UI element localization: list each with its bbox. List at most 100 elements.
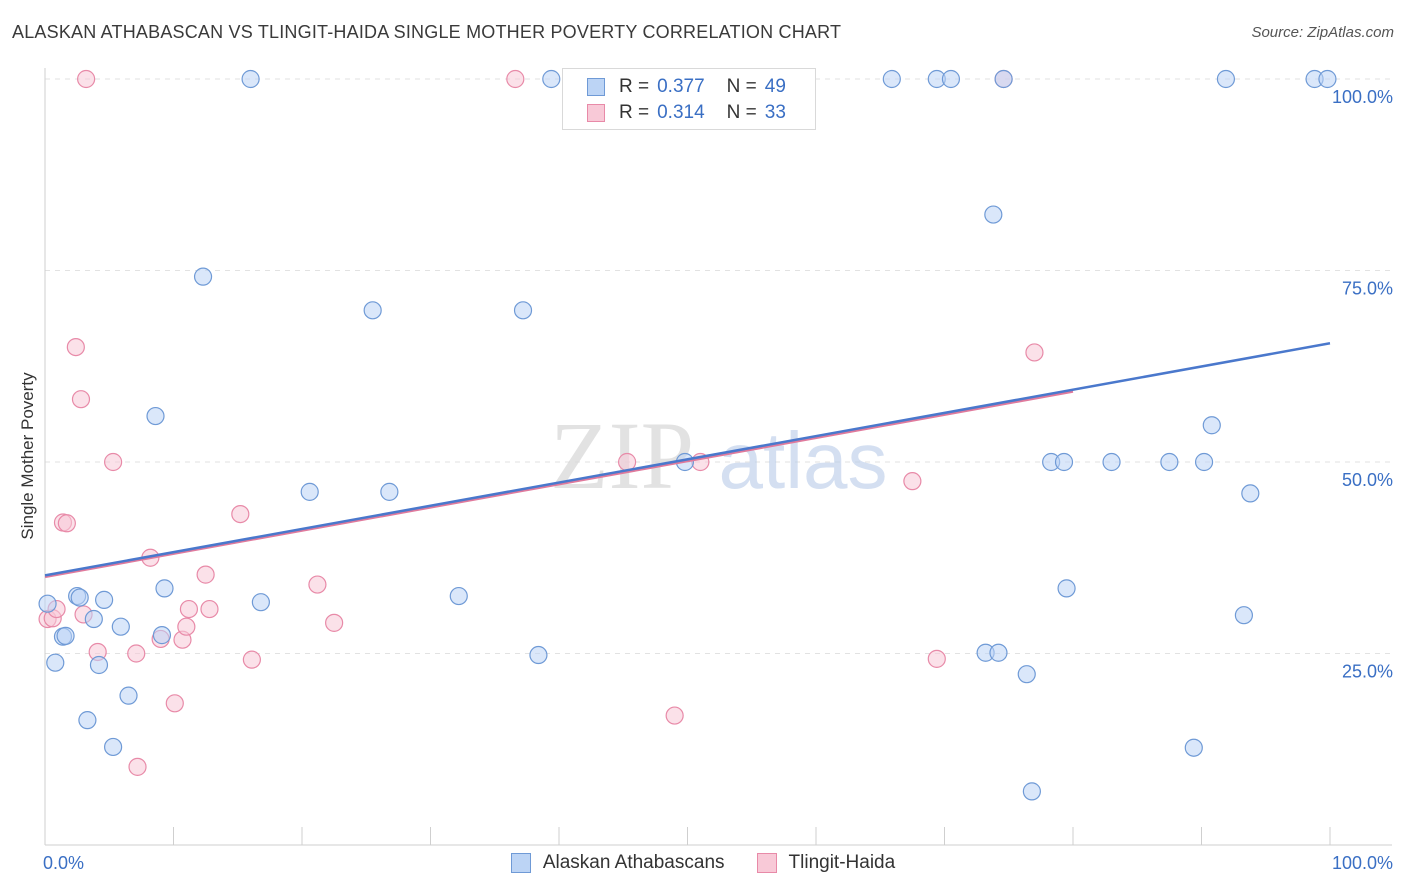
tlingit-haida-point (196, 565, 215, 584)
athabascan-point (1194, 452, 1214, 472)
stats-legend: R = 0.377 N = 49 R = 0.314 N = 33 (562, 68, 816, 130)
n-value: 49 (764, 76, 786, 97)
athabascan-point (1102, 452, 1121, 472)
athabascan-point (1184, 738, 1203, 757)
athabascan-point (1017, 665, 1036, 684)
athabascan-point (89, 655, 109, 675)
athabascan-point (1216, 69, 1236, 89)
tlingit-haida-point (179, 599, 199, 619)
tlingit-haida-point (66, 338, 85, 357)
legend-item-athabascans[interactable]: Alaskan Athabascans (510, 852, 725, 874)
stats-row-athabascans: R = 0.377 N = 49 (587, 75, 786, 99)
athabascan-point (449, 586, 468, 606)
legend-label: Tlingit-Haida (788, 852, 896, 873)
athabascan-point (1318, 69, 1337, 89)
x-tick-label: 0.0% (43, 853, 84, 873)
r-value: 0.314 (657, 102, 705, 123)
tlingit-haida-point (1025, 343, 1044, 362)
stats-row-tlingit: R = 0.314 N = 33 (587, 101, 786, 125)
athabascan-point (380, 482, 399, 501)
y-tick-label: 25.0% (1342, 662, 1393, 682)
tlingit-haida-point (77, 69, 96, 89)
athabascan-point (251, 593, 270, 612)
athabascan-point (882, 69, 901, 89)
athabascan-point (104, 737, 123, 757)
y-axis-tick-labels: 25.0% 50.0% 75.0% 100.0% (1332, 87, 1393, 682)
athabascan-point (70, 588, 89, 607)
athabascan-point (1241, 484, 1260, 503)
tlingit-haida-point (71, 390, 91, 409)
gridlines (45, 78, 1392, 654)
athabascan-point (78, 711, 97, 730)
tlingit-haida-point (506, 69, 525, 89)
tlingit-haida-point (242, 650, 261, 669)
athabascan-point (1054, 452, 1074, 472)
trendline-athabascans (44, 342, 1331, 577)
chart-title: ALASKAN ATHABASCAN VS TLINGIT-HAIDA SING… (12, 22, 842, 42)
n-label: N = (726, 102, 757, 123)
y-tick-label: 75.0% (1342, 279, 1393, 299)
n-label: N = (726, 76, 757, 97)
athabascan-point (300, 482, 319, 501)
legend-label: Alaskan Athabascans (542, 852, 725, 873)
x-axis-tick-labels: 0.0% 100.0% (43, 853, 1393, 873)
athabascan-point (1022, 782, 1041, 801)
athabascan-point (146, 406, 165, 426)
athabascan-point (1202, 416, 1221, 435)
legend-swatch-pink (587, 104, 605, 122)
x-axis-ticks (44, 827, 1331, 845)
athabascan-point (989, 643, 1008, 662)
tlingit-haida-point (128, 757, 147, 776)
legend-swatch-pink (756, 853, 777, 873)
athabascan-point (1234, 606, 1254, 625)
r-label: R = (619, 76, 650, 97)
athabascan-point (193, 267, 213, 286)
athabascan-point (363, 301, 382, 320)
athabascan-point (984, 205, 1003, 224)
athabascan-point (119, 686, 138, 705)
n-value: 33 (764, 102, 786, 123)
y-axis-label: Single Mother Poverty (18, 372, 37, 540)
x-tick-label: 100.0% (1332, 853, 1393, 873)
source-credit: Source: ZipAtlas.com (1251, 24, 1394, 41)
athabascan-point (1057, 579, 1076, 598)
tlingit-haida-point (231, 504, 250, 524)
axes (44, 68, 1392, 846)
tlingit-haida-point (200, 599, 219, 619)
athabascan-point (38, 594, 57, 613)
trendlines (44, 342, 1331, 579)
r-value: 0.377 (657, 76, 705, 97)
athabascan-point (542, 69, 561, 89)
tlingit-haida-point (57, 514, 76, 533)
y-tick-label: 100.0% (1332, 87, 1393, 107)
athabascan-point (513, 301, 533, 320)
athabascan-point (111, 617, 130, 636)
legend-swatch-blue (510, 853, 531, 873)
athabascan-point (56, 626, 75, 645)
athabascan-point (1160, 452, 1179, 472)
trendline-tlingit-haida (44, 390, 1074, 579)
tlingit-haida-point (927, 649, 946, 668)
y-tick-label: 50.0% (1342, 470, 1393, 490)
r-label: R = (619, 102, 650, 123)
tlingit-haida-point (177, 617, 196, 636)
athabascan-point (84, 609, 103, 629)
tlingit-haida-point (127, 644, 146, 663)
tlingit-haida-point (665, 706, 684, 725)
tlingit-haida-point (165, 694, 184, 713)
athabascan-point (155, 579, 174, 598)
athabascan-point (241, 69, 260, 89)
athabascan-point (941, 69, 961, 89)
tlingit-haida-point (308, 575, 327, 594)
series-alaskan-athabascans-points (38, 69, 1337, 801)
legend-item-tlingit[interactable]: Tlingit-Haida (756, 852, 896, 874)
tlingit-haida-point (325, 613, 344, 632)
legend-swatch-blue (587, 78, 605, 96)
athabascan-point (529, 645, 548, 665)
athabascan-point (994, 69, 1013, 89)
athabascan-point (152, 626, 172, 645)
athabascan-point (46, 653, 65, 672)
series-legend: Alaskan Athabascans Tlingit-Haida (0, 852, 1406, 874)
tlingit-haida-point (104, 452, 123, 472)
